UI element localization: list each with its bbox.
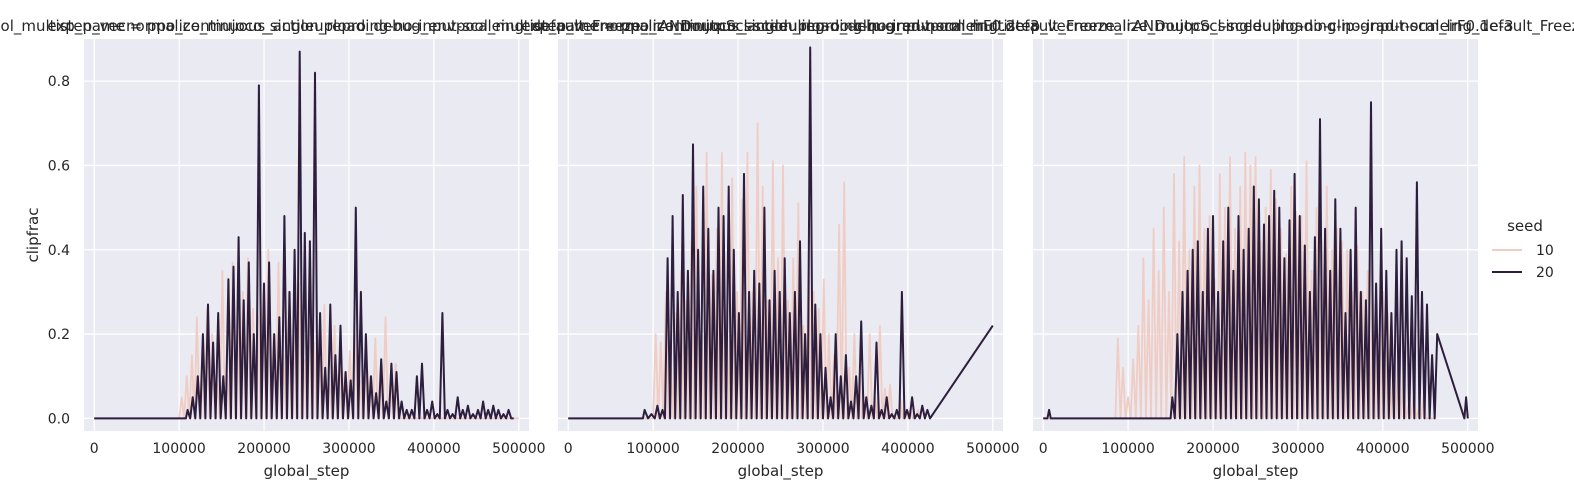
x-tick-label: 0 — [564, 441, 573, 457]
x-tick-label: 100000 — [152, 441, 205, 457]
x-axis-label: global_step — [738, 462, 824, 481]
x-tick-label: 500000 — [492, 441, 545, 457]
facet-panel-1: 0 100000 200000 300000 400000 500000 0.0 0.2 0.4… — [0, 17, 1040, 481]
x-tick-label: 0 — [1039, 441, 1048, 457]
series-group — [568, 46, 994, 420]
y-tick-label: 0.0 — [48, 411, 70, 427]
y-tick-label: 0.6 — [48, 158, 70, 174]
series-line-seed-10 — [568, 122, 922, 420]
x-tick-label: 100000 — [626, 441, 679, 457]
x-tick-label: 500000 — [1441, 441, 1494, 457]
y-tick-label: 0.4 — [48, 243, 70, 259]
x-tick-label: 200000 — [1186, 441, 1239, 457]
series-group — [1043, 101, 1469, 420]
facet-panel-2: 0 100000 200000 300000 400000 500000 global_st… — [47, 17, 1513, 481]
y-tick-label: 0.2 — [48, 327, 70, 343]
legend-label-seed-20: 20 — [1536, 265, 1554, 281]
x-tick-label: 300000 — [796, 441, 849, 457]
legend-label-seed-10: 10 — [1536, 243, 1554, 259]
panel-title: exp_name = ppo_continuous_action_repro_d… — [47, 17, 1513, 36]
series-line-seed-10 — [1043, 151, 1434, 420]
panel-title: exp_name = ppo_continuous_action_repro_d… — [0, 17, 1040, 36]
facet-panel-3: 0 100000 200000 300000 400000 500000 global_st… — [521, 17, 1574, 481]
y-axis-label: clipfrac — [24, 208, 42, 263]
panel-title: exp_name = ppo_continuous_action_repro_d… — [521, 17, 1574, 36]
series-group — [94, 50, 519, 420]
x-tick-label: 500000 — [966, 441, 1019, 457]
series-line-seed-20 — [1043, 101, 1469, 420]
x-axis-label: global_step — [1213, 462, 1299, 481]
legend-title: seed — [1507, 217, 1543, 235]
x-tick-label: 200000 — [237, 441, 290, 457]
x-tick-label: 400000 — [1356, 441, 1409, 457]
x-tick-label: 400000 — [881, 441, 934, 457]
x-axis-label: global_step — [264, 462, 350, 481]
x-tick-label: 300000 — [1271, 441, 1324, 457]
legend: seed 10 20 — [1492, 217, 1554, 281]
y-tick-label: 0.8 — [48, 74, 70, 90]
series-line-seed-20 — [94, 50, 514, 420]
x-tick-label: 0 — [90, 441, 99, 457]
series-line-seed-20 — [568, 46, 994, 420]
x-tick-label: 200000 — [711, 441, 764, 457]
x-tick-label: 300000 — [322, 441, 375, 457]
x-tick-label: 400000 — [407, 441, 460, 457]
x-tick-label: 100000 — [1101, 441, 1154, 457]
